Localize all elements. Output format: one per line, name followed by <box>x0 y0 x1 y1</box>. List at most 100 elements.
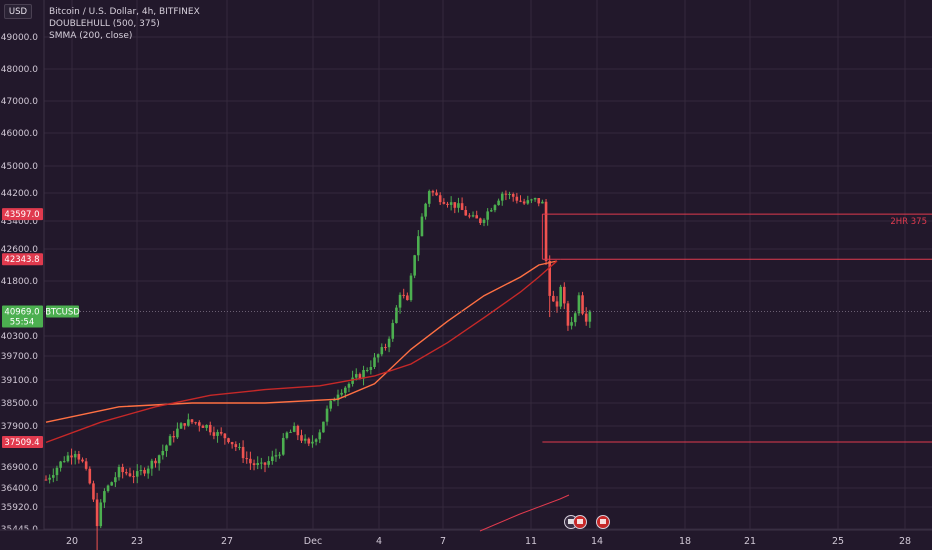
candle-up <box>530 198 533 204</box>
candle-body <box>387 338 391 348</box>
candle-up <box>325 405 329 426</box>
candle-body <box>285 432 289 438</box>
candle-body <box>300 435 303 441</box>
candle-body <box>274 455 278 457</box>
candle-body <box>238 446 241 448</box>
candle-up <box>271 450 274 465</box>
candle-body <box>198 422 201 426</box>
time-tick-label: 23 <box>131 536 143 547</box>
candle-up <box>62 456 66 463</box>
candle-up <box>336 389 340 407</box>
candle-body <box>81 459 84 462</box>
candle-body <box>566 303 570 326</box>
candle-down <box>81 457 84 463</box>
candle-body <box>289 431 292 433</box>
candle-down <box>154 458 157 468</box>
time-tick-label: 28 <box>899 536 911 547</box>
candle-down <box>435 189 438 196</box>
candle-body <box>128 473 132 477</box>
currency-button[interactable]: USD <box>4 4 32 19</box>
candle-body <box>362 370 365 379</box>
candle-body <box>471 215 475 217</box>
candle-body <box>212 432 216 436</box>
candle-body <box>52 475 55 478</box>
candle-up <box>205 424 208 431</box>
candle-body <box>121 466 124 473</box>
candle-up <box>427 189 431 208</box>
candle-body <box>318 432 322 440</box>
doublehull-lower-band <box>479 494 570 532</box>
candle-body <box>73 454 77 458</box>
candle-body <box>281 437 285 455</box>
candle-down <box>296 424 300 441</box>
candle-body <box>183 423 186 426</box>
candle-body <box>548 261 551 296</box>
candle-down <box>95 492 99 550</box>
candle-body <box>245 458 249 460</box>
candle-down <box>92 480 95 502</box>
candle-up <box>150 458 154 476</box>
candle-body <box>139 469 143 472</box>
legend-line: SMMA (200, close) <box>49 31 132 41</box>
candle-up <box>289 429 292 433</box>
time-tick-label: Dec <box>304 536 322 547</box>
price-tag: 42343.8 <box>2 253 43 266</box>
price-tag: 40969.055:54 <box>2 305 43 328</box>
candle-down <box>475 210 478 219</box>
candle-body <box>333 400 336 402</box>
candle-down <box>406 292 409 301</box>
candle-body <box>475 215 478 219</box>
candle-body <box>271 456 274 462</box>
candle-up <box>176 422 179 440</box>
symbol-tag-box <box>46 305 79 318</box>
symbol-tag-label: BTCUSD <box>45 307 80 317</box>
candle-body <box>77 454 81 460</box>
candle-body <box>44 479 48 481</box>
candle-down <box>446 201 449 208</box>
candle-up <box>533 197 537 202</box>
price-tick-label: 35920.0 <box>1 503 38 513</box>
candle-body <box>376 354 380 358</box>
candle-up <box>570 316 573 330</box>
price-tick-label: 36400.0 <box>1 484 38 494</box>
price-tag-label: 37509.4 <box>4 438 39 448</box>
event-markers <box>564 515 610 529</box>
grid-lines <box>44 0 932 530</box>
candle-up <box>362 365 365 386</box>
candle-body <box>303 438 307 441</box>
candle-up <box>526 195 530 205</box>
candle-body <box>486 211 489 220</box>
candle-body <box>522 201 526 204</box>
candle-up <box>354 368 358 381</box>
candle-body <box>577 295 581 314</box>
candle-body <box>424 203 427 217</box>
candle-up <box>260 457 263 470</box>
candle-down <box>245 451 249 464</box>
price-axis-panel <box>0 0 44 550</box>
candle-body <box>256 463 259 466</box>
doublehull-line <box>45 260 558 423</box>
time-tick-label: 4 <box>376 536 382 547</box>
candle-up <box>365 367 369 373</box>
candle-up <box>59 460 62 472</box>
candle-up <box>387 336 391 353</box>
price-tick-label: 46000.0 <box>1 129 38 139</box>
candles <box>44 189 592 550</box>
candle-body <box>125 472 128 474</box>
candle-body <box>325 408 329 422</box>
candle-up <box>139 465 143 476</box>
candle-down <box>479 217 482 226</box>
candle-up <box>347 382 351 393</box>
candle-body <box>526 200 530 204</box>
candle-up <box>292 422 296 433</box>
candle-down <box>384 343 387 351</box>
candle-up <box>376 353 380 363</box>
candle-body <box>201 425 205 428</box>
candle-up <box>55 465 59 482</box>
candle-body <box>59 461 62 468</box>
candle-body <box>208 424 212 433</box>
candle-down <box>234 441 238 452</box>
time-axis-ticks: 20 23 27 Dec 4 7 11 14 18 21 25 28 <box>66 536 911 547</box>
